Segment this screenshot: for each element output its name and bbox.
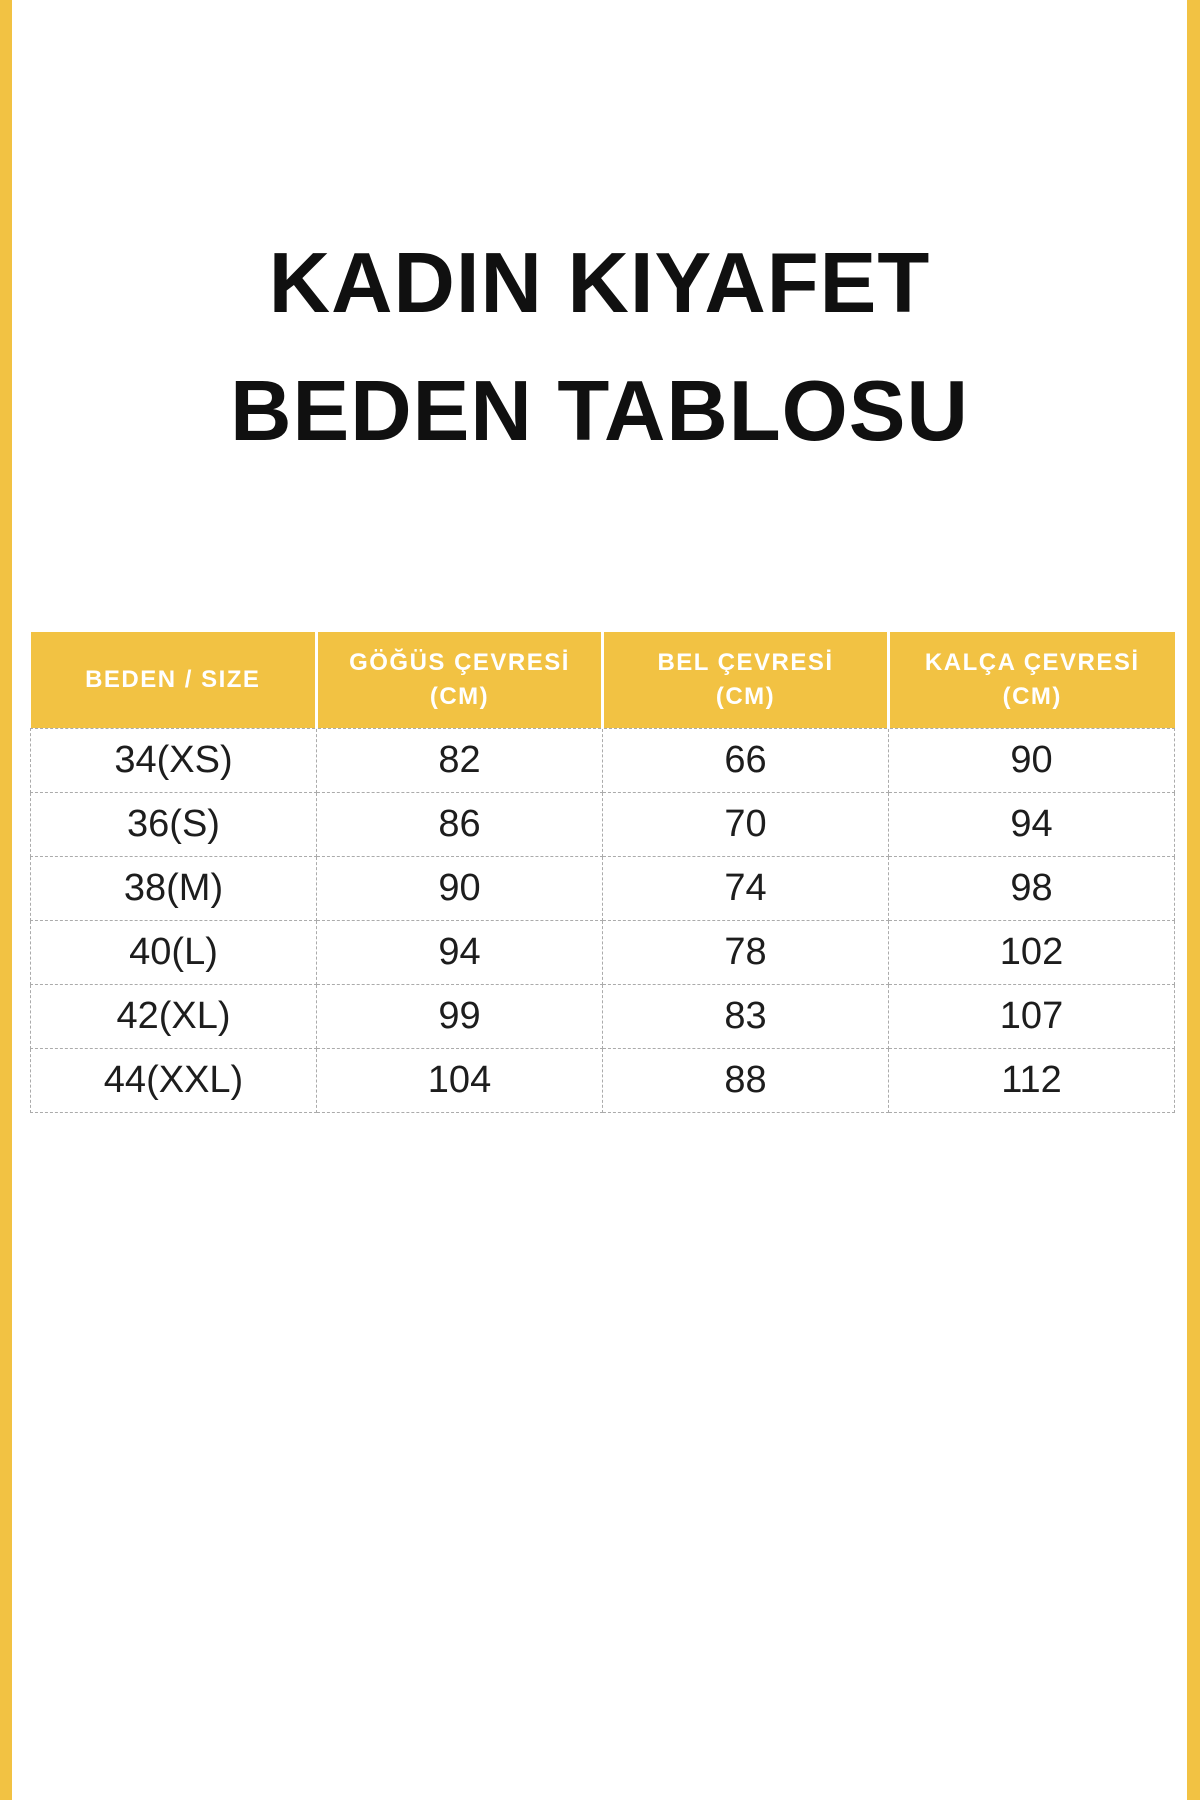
- table-cell: 90: [888, 727, 1175, 793]
- table-row: 40(L) 94 78 102: [30, 919, 1175, 985]
- column-header-3: KALÇA ÇEVRESİ (CM): [887, 632, 1175, 728]
- column-header-line: BEL ÇEVRESİ: [657, 648, 834, 676]
- table-row: 36(S) 86 70 94: [30, 791, 1175, 857]
- table-row: 44(XXL) 104 88 112: [30, 1047, 1175, 1113]
- table-cell: 42(XL): [30, 983, 317, 1049]
- column-header-line: KALÇA ÇEVRESİ: [924, 648, 1140, 676]
- size-table-header: BEDEN / SIZE GÖĞÜS ÇEVRESİ (CM) BEL ÇEVRESİ…: [30, 632, 1175, 728]
- column-header-1: GÖĞÜS ÇEVRESİ (CM): [315, 632, 603, 728]
- table-cell: 102: [888, 919, 1175, 985]
- page-title: KADIN KIYAFET BEDEN TABLOSU: [12, 220, 1187, 476]
- table-cell: 107: [888, 983, 1175, 1049]
- right-accent-bar: [1187, 0, 1200, 1800]
- column-header-2: BEL ÇEVRESİ (CM): [601, 632, 889, 728]
- column-header-line: (CM): [1002, 682, 1062, 710]
- table-row: 34(XS) 82 66 90: [30, 727, 1175, 793]
- table-cell: 38(M): [30, 855, 317, 921]
- size-table: BEDEN / SIZE GÖĞÜS ÇEVRESİ (CM) BEL ÇEVRESİ…: [30, 632, 1175, 1113]
- table-cell: 44(XXL): [30, 1047, 317, 1113]
- table-cell: 74: [602, 855, 889, 921]
- table-cell: 83: [602, 983, 889, 1049]
- table-cell: 82: [316, 727, 603, 793]
- page-title-line1: KADIN KIYAFET: [268, 236, 931, 331]
- table-cell: 99: [316, 983, 603, 1049]
- column-header-0: BEDEN / SIZE: [30, 632, 317, 728]
- table-cell: 98: [888, 855, 1175, 921]
- page-title-line2: BEDEN TABLOSU: [230, 364, 969, 459]
- column-header-line: BEDEN / SIZE: [85, 665, 261, 693]
- table-cell: 66: [602, 727, 889, 793]
- column-header-line: GÖĞÜS ÇEVRESİ: [349, 648, 570, 676]
- column-header-line: (CM): [715, 682, 776, 710]
- table-cell: 112: [888, 1047, 1175, 1113]
- table-cell: 78: [602, 919, 889, 985]
- table-cell: 90: [316, 855, 603, 921]
- table-row: 42(XL) 99 83 107: [30, 983, 1175, 1049]
- table-cell: 94: [316, 919, 603, 985]
- table-cell: 104: [316, 1047, 603, 1113]
- table-cell: 70: [602, 791, 889, 857]
- table-cell: 88: [602, 1047, 889, 1113]
- table-cell: 94: [888, 791, 1175, 857]
- left-accent-bar: [0, 0, 12, 1800]
- table-cell: 36(S): [30, 791, 317, 857]
- size-table-body: 34(XS) 82 66 90 36(S) 86 70 94 38(M) 90 74 98 40(L) 9…: [30, 727, 1175, 1113]
- header-row: BEDEN / SIZE GÖĞÜS ÇEVRESİ (CM) BEL ÇEVRESİ…: [30, 632, 1175, 728]
- column-header-line: (CM): [429, 682, 490, 710]
- table-cell: 40(L): [30, 919, 317, 985]
- table-row: 38(M) 90 74 98: [30, 855, 1175, 921]
- table-cell: 34(XS): [30, 727, 317, 793]
- table-cell: 86: [316, 791, 603, 857]
